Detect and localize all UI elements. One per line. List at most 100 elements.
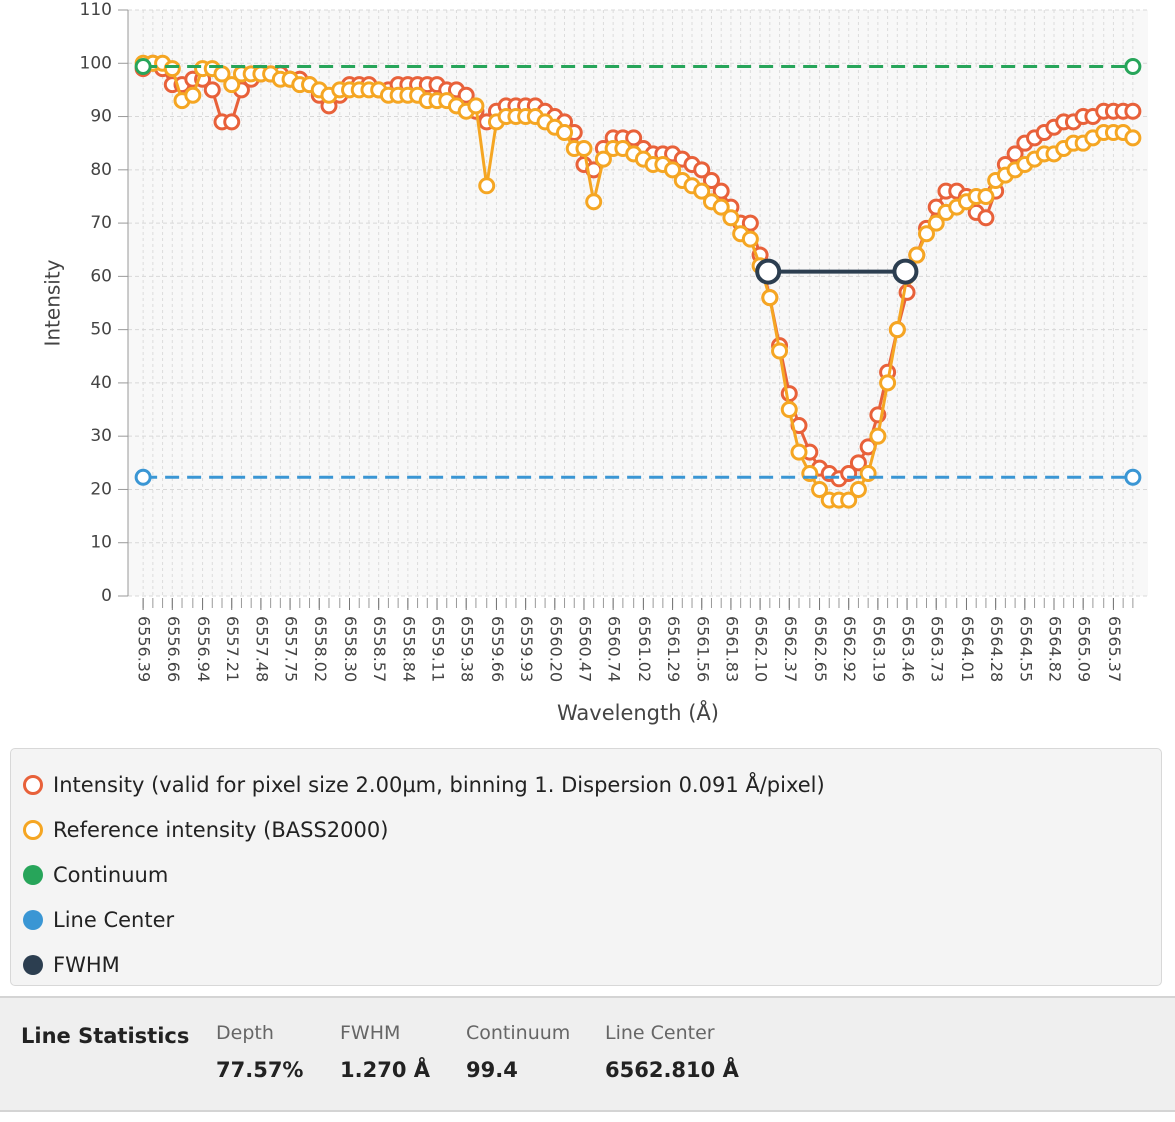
data-point [664,161,682,179]
data-point [761,289,779,307]
data-point [927,214,945,232]
data-point [1006,145,1024,163]
data-point [223,113,241,131]
x-tick-label: 6561.56 [693,616,712,682]
legend-label: Reference intensity (BASS2000) [53,817,389,842]
y-tick-label: 0 [101,586,112,606]
legend-symbol [23,954,43,975]
data-point [892,258,919,285]
x-tick-label: 6558.84 [399,616,418,682]
legend-item[interactable]: Continuum [11,852,1161,897]
stat: Continuum 99.4 [466,1022,570,1082]
data-point [184,86,202,104]
data-point [917,225,935,243]
data-point [134,468,152,486]
y-tick-label: 80 [90,160,112,180]
chart: 0 10 20 30 40 50 60 70 80 90 100 110 6556.39 6556.66 6… [41,0,1148,725]
x-tick-label: 6560.20 [546,616,565,682]
data-point [888,321,906,339]
data-point [1124,102,1142,120]
x-tick-label: 6562.65 [811,616,830,682]
data-point [478,177,496,195]
x-tick-label: 6559.93 [517,616,536,682]
data-point [849,480,867,498]
legend: Intensity (valid for pixel size 2.00µm, … [10,748,1162,986]
stat: FWHM 1.270 Å [340,1022,430,1082]
data-point [457,86,475,104]
x-tick-label: 6563.46 [899,616,918,682]
x-tick-label: 6559.11 [429,616,448,682]
stat-label: FWHM [340,1022,401,1044]
x-tick-label: 6564.55 [1016,616,1035,682]
data-point [163,60,181,78]
legend-symbol [23,864,43,885]
data-point [741,230,759,248]
data-point [722,209,740,227]
x-tick-label: 6564.01 [958,616,977,682]
legend-item[interactable]: Reference intensity (BASS2000) [11,807,1161,852]
legend-label: Line Center [53,907,175,932]
data-point [879,374,897,392]
y-tick-label: 110 [80,0,112,20]
data-point [467,97,485,115]
legend-item[interactable]: Line Center [11,897,1161,942]
x-tick-label: 6563.73 [928,616,947,682]
x-tick-label: 6558.30 [341,616,360,682]
stat-label: Depth [216,1022,274,1044]
y-tick-label: 60 [90,266,112,286]
x-tick-label: 6562.92 [840,616,859,682]
x-axis-label: Wavelength (Å) [557,699,719,725]
legend-item[interactable]: FWHM [11,942,1161,987]
stat-value: 1.270 Å [340,1058,430,1082]
stat-value: 77.57% [216,1058,304,1082]
x-tick-label: 6558.02 [311,616,330,682]
data-point [702,171,720,189]
data-point [1124,57,1142,75]
data-point [693,182,711,200]
data-point [625,129,643,147]
data-point [134,57,152,75]
data-point [575,140,593,158]
legend-item[interactable]: Intensity (valid for pixel size 2.00µm, … [11,762,1161,807]
y-tick-label: 70 [90,213,112,233]
data-point [203,81,221,99]
data-point [755,258,782,285]
x-tick-label: 6556.39 [135,616,154,682]
y-tick-label: 90 [90,107,112,127]
y-tick-label: 40 [90,373,112,393]
stat-value: 99.4 [466,1058,518,1082]
x-tick-label: 6556.94 [194,616,213,682]
x-tick-label: 6560.47 [575,616,594,682]
data-point [712,182,730,200]
x-tick-label: 6557.21 [223,616,242,682]
x-tick-label: 6559.66 [488,616,507,682]
stat-label: Line Center [605,1022,715,1044]
data-point [790,443,808,461]
data-point [840,491,858,509]
legend-symbol [23,819,43,840]
y-axis-label: Intensity [41,259,65,346]
data-point [1124,129,1142,147]
stat-label: Continuum [466,1022,571,1044]
data-point [693,161,711,179]
data-point [869,427,887,445]
line-statistics: Line Statistics Depth 77.57% FWHM 1.270 Å … [0,996,1175,1112]
data-point [556,124,574,142]
data-point [811,480,829,498]
stat: Depth 77.57% [216,1022,303,1082]
x-tick-label: 6557.75 [282,616,301,682]
x-tick-label: 6557.48 [252,616,271,682]
legend-label: FWHM [53,952,120,977]
x-tick-label: 6562.37 [781,616,800,682]
data-point [977,187,995,205]
x-tick-label: 6561.83 [722,616,741,682]
x-tick-label: 6565.37 [1105,616,1124,682]
stat: Line Center 6562.810 Å [605,1022,739,1082]
x-tick-label: 6561.02 [635,616,654,682]
data-point [849,454,867,472]
x-tick-label: 6559.38 [458,616,477,682]
legend-symbol [23,774,43,795]
y-tick-label: 10 [90,533,112,553]
legend-symbol [23,909,43,930]
